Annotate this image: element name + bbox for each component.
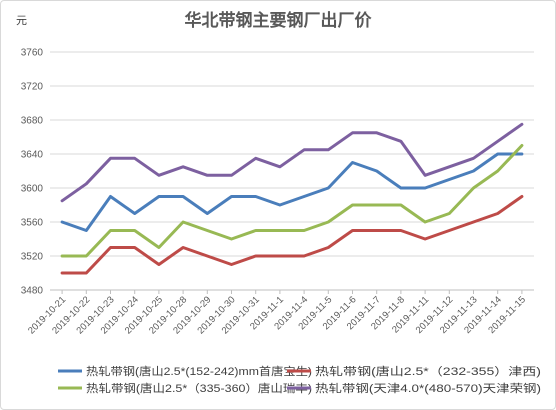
legend-label: 热轧带钢(天津4.0*(480-570)天津荣钢) <box>315 381 541 395</box>
y-tick-label: 3640 <box>21 150 44 161</box>
legend-item-1: 热轧带钢(唐山2.5*(152-242)mm首唐宝生) <box>58 364 312 378</box>
y-axis-ticks: 3480 3520 3560 3600 3640 3680 3720 3760 <box>21 48 44 297</box>
y-unit-label: 元 <box>16 15 27 27</box>
legend-item-3: 热轧带钢(唐山2.5*（335-360）唐山瑞丰) <box>58 381 312 395</box>
legend-label: 热轧带钢(唐山2.5*（232-355）津西) <box>315 364 541 378</box>
gridlines <box>50 51 534 291</box>
y-tick-label: 3560 <box>21 218 44 229</box>
legend-item-2: 热轧带钢(唐山2.5*（232-355）津西) <box>287 364 541 378</box>
chart-title: 华北带钢主要钢厂出厂价 <box>185 10 373 30</box>
y-tick-label: 3680 <box>21 116 44 127</box>
x-axis-ticks: 2019-10-212019-10-222019-10-232019-10-24… <box>26 290 528 336</box>
series-line-1 <box>60 152 524 232</box>
y-tick-label: 3720 <box>21 82 44 93</box>
y-tick-label: 3480 <box>21 286 44 297</box>
series-line-2 <box>60 195 524 275</box>
y-tick-label: 3760 <box>21 48 44 59</box>
series-line-4 <box>60 122 524 203</box>
y-tick-label: 3600 <box>21 184 44 195</box>
series-lines <box>60 122 524 275</box>
legend-label: 热轧带钢(唐山2.5*（335-360）唐山瑞丰) <box>86 381 312 395</box>
series-line-3 <box>60 144 524 258</box>
legend-label: 热轧带钢(唐山2.5*(152-242)mm首唐宝生) <box>86 364 312 378</box>
legend: 热轧带钢(唐山2.5*(152-242)mm首唐宝生) 热轧带钢(唐山2.5*（2… <box>58 364 541 395</box>
legend-item-4: 热轧带钢(天津4.0*(480-570)天津荣钢) <box>287 381 541 395</box>
y-tick-label: 3520 <box>21 252 44 263</box>
